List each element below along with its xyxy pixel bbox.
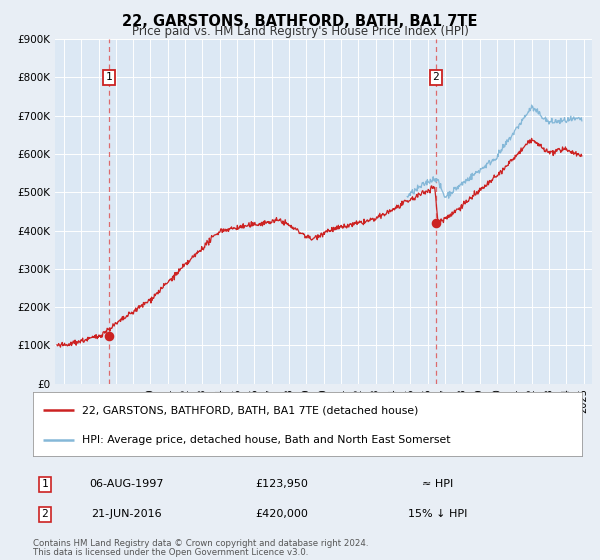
Text: 1: 1 bbox=[41, 479, 49, 489]
Text: ≈ HPI: ≈ HPI bbox=[422, 479, 454, 489]
Text: 22, GARSTONS, BATHFORD, BATH, BA1 7TE: 22, GARSTONS, BATHFORD, BATH, BA1 7TE bbox=[122, 14, 478, 29]
Text: 2: 2 bbox=[41, 509, 49, 519]
Text: £420,000: £420,000 bbox=[256, 509, 308, 519]
Text: Price paid vs. HM Land Registry's House Price Index (HPI): Price paid vs. HM Land Registry's House … bbox=[131, 25, 469, 38]
Text: HPI: Average price, detached house, Bath and North East Somerset: HPI: Average price, detached house, Bath… bbox=[82, 435, 451, 445]
Text: 21-JUN-2016: 21-JUN-2016 bbox=[91, 509, 161, 519]
Point bbox=[431, 218, 440, 227]
Text: 06-AUG-1997: 06-AUG-1997 bbox=[89, 479, 163, 489]
Text: £123,950: £123,950 bbox=[256, 479, 308, 489]
Text: This data is licensed under the Open Government Licence v3.0.: This data is licensed under the Open Gov… bbox=[33, 548, 308, 557]
Text: 15% ↓ HPI: 15% ↓ HPI bbox=[409, 509, 467, 519]
Text: 1: 1 bbox=[106, 72, 112, 82]
Text: 2: 2 bbox=[433, 72, 439, 82]
Point bbox=[104, 332, 113, 340]
Text: Contains HM Land Registry data © Crown copyright and database right 2024.: Contains HM Land Registry data © Crown c… bbox=[33, 539, 368, 548]
Text: 22, GARSTONS, BATHFORD, BATH, BA1 7TE (detached house): 22, GARSTONS, BATHFORD, BATH, BA1 7TE (d… bbox=[82, 405, 419, 415]
